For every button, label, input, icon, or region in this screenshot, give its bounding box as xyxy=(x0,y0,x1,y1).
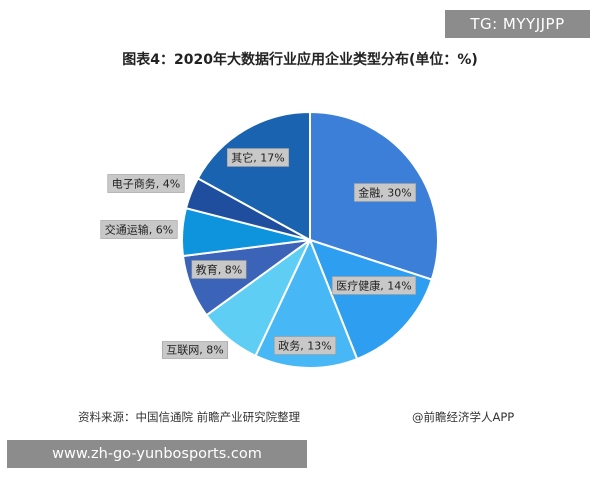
credit-text: @前瞻经济学人APP xyxy=(412,410,515,424)
slice-label-text-5: 交通运输, 6% xyxy=(105,223,173,237)
slice-label-text-1: 医疗健康, 14% xyxy=(336,279,411,293)
tg-badge: TG: MYYJJPP xyxy=(445,10,590,38)
slice-label-7: 其它, 17% xyxy=(226,148,290,167)
slice-label-box-3 xyxy=(161,341,229,359)
slice-label-box-5 xyxy=(100,220,178,239)
pie-slice-7 xyxy=(196,110,311,242)
slice-label-text-0: 金融, 30% xyxy=(358,186,411,200)
slice-label-text-3: 互联网, 8% xyxy=(166,344,223,357)
pie-slice-2 xyxy=(254,237,359,369)
slice-label-5: 交通运输, 6% xyxy=(100,220,178,239)
slice-label-box-7 xyxy=(226,148,290,167)
pie-slice-1 xyxy=(308,238,433,361)
chart-title: 图表4：2020年大数据行业应用企业类型分布(单位：%) xyxy=(122,52,478,68)
slice-label-box-1 xyxy=(331,276,417,295)
url-banner: www.zh-go-yunbosports.com xyxy=(7,440,307,468)
slice-label-6: 电子商务, 4% xyxy=(107,174,185,193)
slice-label-4: 教育, 8% xyxy=(191,260,247,279)
slice-label-text-7: 其它, 17% xyxy=(231,151,284,165)
slice-label-box-0 xyxy=(353,183,417,202)
slice-label-box-6 xyxy=(107,174,185,193)
slice-label-1: 医疗健康, 14% xyxy=(331,276,417,295)
pie-slices xyxy=(181,110,439,369)
source-note: 资料来源：中国信通院 前瞻产业研究院整理 xyxy=(78,410,301,424)
slice-label-text-2: 政务, 13% xyxy=(278,339,331,353)
slice-label-box-2 xyxy=(273,336,337,355)
slice-label-text-6: 电子商务, 4% xyxy=(112,177,180,191)
slice-label-2: 政务, 13% xyxy=(273,336,337,355)
slice-label-0: 金融, 30% xyxy=(353,183,417,202)
slice-label-box-4 xyxy=(191,260,247,279)
pie-labels: 金融, 30% 医疗健康, 14% 政务, 13% 互联网, 8% 教育, 8% 交通运输… xyxy=(100,148,417,359)
slice-label-text-4: 教育, 8% xyxy=(196,263,242,277)
slice-label-3: 互联网, 8% xyxy=(161,341,229,359)
